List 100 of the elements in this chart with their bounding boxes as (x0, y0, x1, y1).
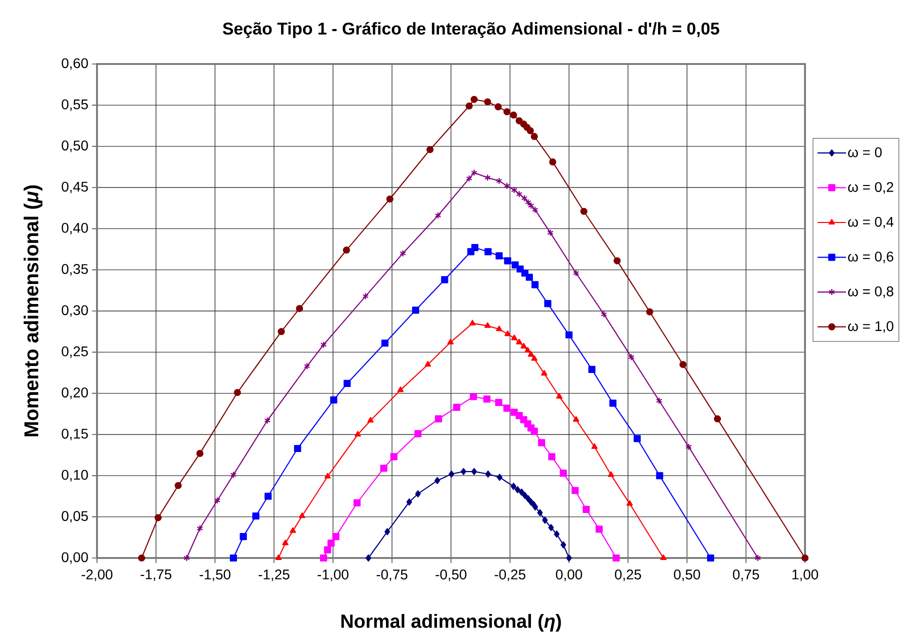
point (381, 340, 388, 347)
x-tick-label: 1,00 (792, 570, 818, 582)
point (596, 526, 603, 533)
point (154, 514, 162, 522)
point (278, 328, 285, 336)
point (686, 443, 692, 450)
point (196, 524, 204, 532)
point (614, 257, 621, 264)
point (528, 202, 534, 210)
point (434, 415, 442, 422)
point (514, 486, 520, 494)
point (600, 310, 608, 318)
point (518, 488, 524, 496)
point (483, 396, 490, 403)
x-tick-label: -1,25 (258, 570, 290, 582)
point (196, 450, 204, 457)
point (582, 506, 590, 513)
point (434, 212, 442, 220)
x-tick-label: -0,25 (494, 570, 526, 582)
y-tick-label: 0,05 (62, 511, 88, 523)
point (626, 500, 633, 506)
point (612, 554, 620, 562)
point (503, 108, 510, 116)
legend-label: ω = 0,6 (848, 252, 894, 264)
point (531, 281, 539, 288)
point (264, 492, 272, 500)
point (448, 470, 454, 478)
point (471, 468, 477, 476)
point (496, 177, 502, 184)
point (264, 416, 271, 424)
point (530, 132, 538, 140)
legend-label: ω = 1,0 (848, 321, 894, 333)
y-tick-label: 0,60 (62, 58, 88, 70)
point (522, 492, 528, 499)
x-tick-label: -2,00 (82, 570, 112, 582)
y-tick-label: 0,00 (62, 552, 88, 564)
point (484, 248, 492, 256)
point (572, 416, 580, 422)
point (532, 206, 538, 214)
point (560, 541, 566, 548)
point (537, 509, 543, 516)
point (290, 527, 296, 533)
point (496, 326, 502, 332)
point (234, 388, 241, 396)
point (367, 416, 374, 423)
point (426, 146, 434, 154)
point (608, 471, 614, 477)
point (554, 530, 560, 538)
point (174, 482, 182, 490)
point (304, 362, 310, 370)
point (530, 428, 538, 435)
point (471, 244, 478, 252)
point (414, 430, 422, 438)
point (525, 495, 531, 502)
point (541, 370, 548, 376)
legend-label: ω = 0,8 (848, 286, 894, 298)
point (466, 102, 473, 110)
point (556, 393, 562, 399)
point (362, 292, 369, 300)
point (504, 257, 512, 264)
point (344, 380, 351, 388)
point (707, 554, 714, 562)
point (547, 229, 554, 236)
point (275, 554, 282, 560)
point (496, 252, 503, 260)
point (484, 174, 491, 182)
point (447, 338, 454, 344)
point (526, 274, 533, 281)
point (494, 103, 502, 110)
y-tick-label: 0,20 (62, 388, 88, 400)
point (525, 198, 532, 206)
point (384, 528, 390, 536)
y-tick-label: 0,25 (62, 346, 88, 358)
point (646, 308, 654, 316)
point (548, 524, 554, 532)
point (470, 393, 477, 400)
point (485, 470, 491, 478)
point (572, 486, 579, 494)
point (504, 182, 510, 190)
point (566, 554, 572, 562)
point (609, 400, 616, 407)
point (424, 360, 432, 367)
x-axis-title: Normal adimensional (η) (341, 614, 561, 632)
point (441, 276, 448, 284)
point (660, 554, 667, 560)
point (434, 477, 440, 484)
point (252, 512, 260, 520)
y-tick-label: 0,15 (62, 428, 88, 440)
point (282, 540, 288, 546)
y-tick-label: 0,35 (62, 264, 88, 276)
point (510, 482, 516, 490)
point (366, 554, 372, 562)
point (470, 96, 478, 103)
point (320, 341, 327, 348)
point (580, 208, 588, 215)
x-tick-label: -1,00 (318, 570, 348, 582)
point (544, 300, 552, 308)
point (320, 554, 328, 562)
point (397, 386, 404, 392)
point (230, 471, 237, 478)
